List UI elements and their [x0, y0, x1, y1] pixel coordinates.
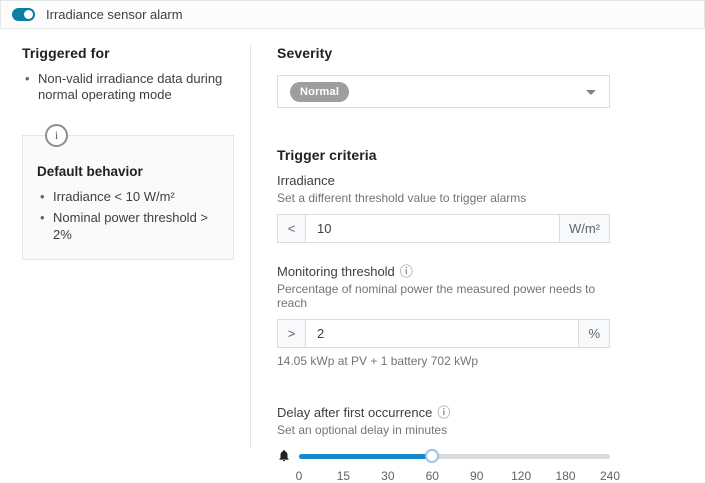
trigger-criteria-heading: Trigger criteria: [277, 147, 377, 163]
alarm-header: Irradiance sensor alarm: [0, 0, 705, 29]
slider-handle[interactable]: [425, 448, 440, 463]
irradiance-label: Irradiance: [277, 173, 335, 188]
slider-fill: [299, 453, 433, 459]
alarm-settings-panel: Irradiance sensor alarm Triggered for No…: [0, 0, 705, 454]
triggered-for-item: Non-valid irradiance data during normal …: [22, 71, 234, 103]
monitoring-description: Percentage of nominal power the measured…: [277, 282, 596, 310]
slider-tick-label: 90: [470, 469, 484, 483]
slider-tick-label: 180: [555, 469, 576, 483]
irradiance-value-input[interactable]: [306, 215, 559, 242]
info-circle-icon: i: [45, 124, 68, 147]
severity-select[interactable]: Normal: [277, 75, 610, 108]
slider-tick-label: 15: [336, 469, 351, 483]
delay-description: Set an optional delay in minutes: [277, 423, 448, 437]
delay-slider-row: [277, 448, 610, 463]
default-behavior-item: Irradiance < 10 W/m²: [37, 188, 221, 205]
monitoring-operator: >: [278, 320, 306, 347]
severity-badge: Normal: [290, 81, 350, 102]
slider-tick-label: 60: [425, 469, 439, 483]
delay-label: Delay after first occurrence ⓘ: [277, 405, 451, 420]
monitoring-input-group: > %: [277, 319, 610, 348]
triggered-for-heading: Triggered for: [22, 45, 110, 61]
default-behavior-heading: Default behavior: [37, 164, 143, 179]
default-behavior-box: i Default behavior Irradiance < 10 W/m² …: [22, 124, 234, 260]
settings-column: Severity Normal Trigger criteria Irradia…: [250, 45, 705, 483]
nominal-power-helper: 14.05 kWp at PV + 1 battery 702 kWp: [277, 354, 479, 368]
default-behavior-list: Irradiance < 10 W/m² Nominal power thres…: [37, 188, 221, 243]
info-icon[interactable]: ⓘ: [437, 405, 451, 420]
slider-tick-label: 120: [511, 469, 532, 483]
monitoring-unit: %: [578, 320, 609, 347]
slider-tick-label: 30: [381, 469, 395, 483]
chevron-down-icon: [586, 90, 596, 95]
alarm-body: Triggered for Non-valid irradiance data …: [0, 29, 705, 483]
irradiance-unit: W/m²: [558, 215, 609, 242]
column-divider: [250, 45, 251, 448]
irradiance-input-group: < W/m²: [277, 214, 610, 243]
triggered-for-list: Non-valid irradiance data during normal …: [22, 71, 234, 103]
triggered-for-column: Triggered for Non-valid irradiance data …: [0, 45, 250, 483]
monitoring-value-input[interactable]: [306, 320, 579, 347]
delay-slider[interactable]: [299, 448, 610, 463]
monitoring-threshold-label: Monitoring threshold ⓘ: [277, 264, 413, 279]
slider-tick-labels: 0 15 30 60 90 120 180 240: [295, 469, 620, 483]
alarm-title: Irradiance sensor alarm: [46, 7, 183, 22]
bell-icon: [279, 449, 289, 462]
irradiance-description: Set a different threshold value to trigg…: [277, 191, 527, 205]
default-behavior-item: Nominal power threshold > 2%: [37, 209, 221, 243]
toggle-knob: [24, 10, 33, 19]
irradiance-alarm-toggle[interactable]: [12, 8, 35, 21]
irradiance-operator: <: [278, 215, 306, 242]
severity-heading: Severity: [277, 45, 333, 61]
info-icon[interactable]: ⓘ: [399, 264, 413, 279]
slider-tick-label: 240: [599, 469, 621, 483]
slider-tick-label: 0: [295, 469, 303, 483]
